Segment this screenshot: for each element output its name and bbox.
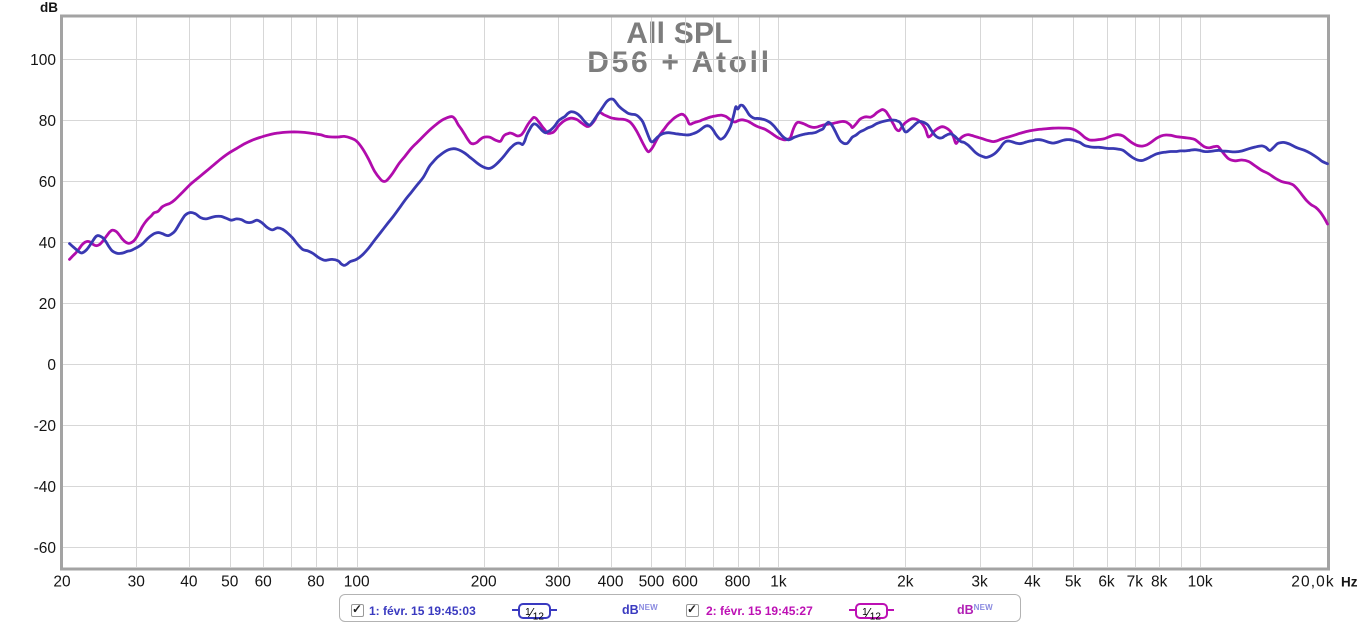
svg-text:80: 80 (307, 574, 325, 591)
svg-text:2k: 2k (897, 574, 914, 591)
svg-text:-20: -20 (34, 418, 57, 435)
svg-text:6k: 6k (1098, 574, 1115, 591)
svg-text:-40: -40 (34, 479, 57, 496)
svg-text:Hz: Hz (1341, 575, 1358, 590)
svg-text:4k: 4k (1024, 574, 1041, 591)
svg-text:50: 50 (221, 574, 239, 591)
svg-text:300: 300 (545, 574, 571, 591)
svg-text:20: 20 (53, 574, 71, 591)
svg-text:100: 100 (344, 574, 370, 591)
svg-text:40: 40 (180, 574, 198, 591)
svg-text:80: 80 (39, 113, 57, 130)
svg-text:5k: 5k (1065, 574, 1082, 591)
svg-text:500: 500 (639, 574, 665, 591)
svg-text:3k: 3k (971, 574, 988, 591)
svg-text:800: 800 (725, 574, 751, 591)
svg-text:-60: -60 (34, 540, 57, 557)
svg-text:7k: 7k (1127, 574, 1144, 591)
svg-text:1k: 1k (770, 574, 787, 591)
svg-text:60: 60 (39, 174, 57, 191)
svg-text:60: 60 (255, 574, 273, 591)
svg-text:40: 40 (39, 235, 57, 252)
svg-text:dB: dB (40, 0, 58, 15)
svg-text:100: 100 (30, 52, 56, 69)
svg-text:10k: 10k (1188, 574, 1213, 591)
svg-text:20: 20 (39, 296, 57, 313)
svg-text:600: 600 (672, 574, 698, 591)
svg-text:400: 400 (598, 574, 624, 591)
svg-text:0: 0 (47, 357, 56, 374)
svg-text:200: 200 (471, 574, 497, 591)
svg-text:30: 30 (128, 574, 146, 591)
svg-text:8k: 8k (1151, 574, 1168, 591)
svg-text:20,0k: 20,0k (1291, 574, 1334, 591)
